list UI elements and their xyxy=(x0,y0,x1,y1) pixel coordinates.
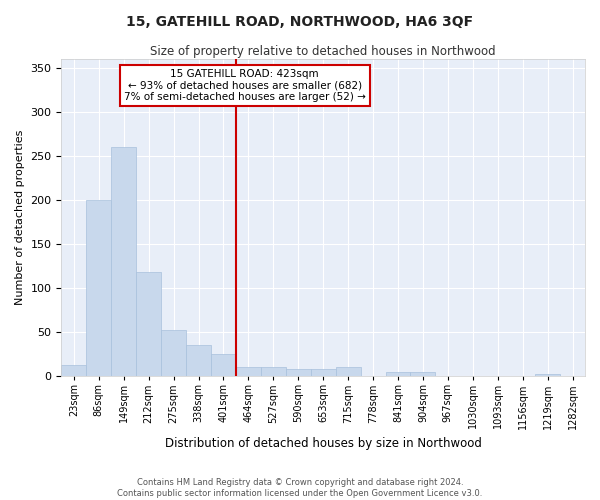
Bar xyxy=(335,368,361,376)
Bar xyxy=(535,374,560,376)
Bar xyxy=(86,200,111,376)
Bar xyxy=(410,372,436,376)
Text: 15 GATEHILL ROAD: 423sqm
← 93% of detached houses are smaller (682)
7% of semi-d: 15 GATEHILL ROAD: 423sqm ← 93% of detach… xyxy=(124,68,365,102)
Bar xyxy=(236,368,261,376)
Bar xyxy=(311,369,335,376)
Bar xyxy=(61,365,86,376)
Bar xyxy=(186,344,211,376)
Y-axis label: Number of detached properties: Number of detached properties xyxy=(15,130,25,306)
Bar xyxy=(286,369,311,376)
Bar xyxy=(211,354,236,376)
X-axis label: Distribution of detached houses by size in Northwood: Distribution of detached houses by size … xyxy=(165,437,482,450)
Bar xyxy=(136,272,161,376)
Bar xyxy=(386,372,410,376)
Title: Size of property relative to detached houses in Northwood: Size of property relative to detached ho… xyxy=(151,45,496,58)
Bar xyxy=(261,368,286,376)
Text: Contains HM Land Registry data © Crown copyright and database right 2024.
Contai: Contains HM Land Registry data © Crown c… xyxy=(118,478,482,498)
Bar xyxy=(161,330,186,376)
Bar xyxy=(111,147,136,376)
Text: 15, GATEHILL ROAD, NORTHWOOD, HA6 3QF: 15, GATEHILL ROAD, NORTHWOOD, HA6 3QF xyxy=(127,15,473,29)
